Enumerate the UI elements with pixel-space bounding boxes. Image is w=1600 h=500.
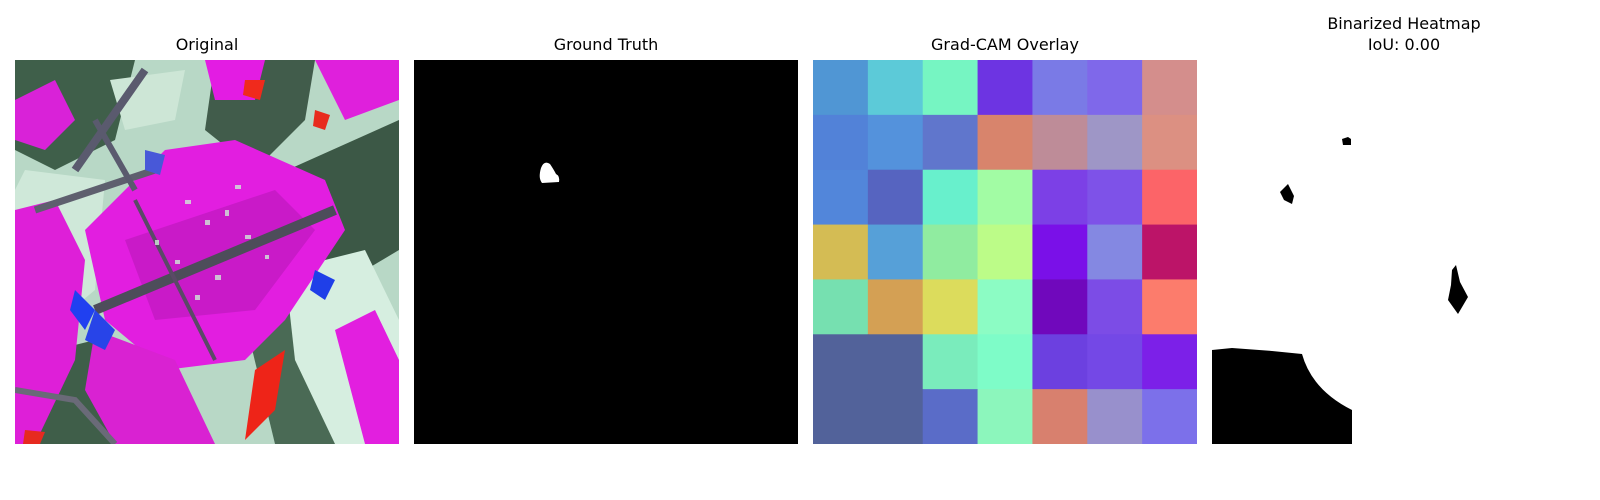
gradcam-cell (1087, 114, 1143, 171)
binarized-heatmap-image (1212, 60, 1596, 444)
binarized-heatmap (1212, 60, 1596, 444)
gradcam-cell (1087, 279, 1143, 335)
gradcam-cell (1087, 334, 1143, 390)
gradcam-cell (1142, 114, 1197, 171)
gradcam-cell (813, 60, 869, 116)
gradcam-cell (813, 279, 869, 335)
gradcam-cell (922, 224, 979, 280)
binarized-blob-right (1448, 265, 1468, 314)
gradcam-cell (977, 169, 1033, 226)
gradcam-cell (1142, 169, 1197, 226)
panel-binarized: Binarized Heatmap IoU: 0.00 (1212, 0, 1596, 500)
gradcam-cell (867, 114, 924, 171)
gradcam-cell (1142, 60, 1197, 116)
binarized-blob-corner (1212, 348, 1352, 444)
gradcam-cell (977, 279, 1033, 335)
gradcam-cell (867, 334, 924, 390)
gradcam-cell (867, 224, 924, 280)
gradcam-cell (1032, 389, 1088, 444)
mask-blob (539, 162, 560, 183)
gradcam-cell (1032, 334, 1088, 390)
gradcam-cell (813, 169, 869, 226)
gradcam-cell (1087, 60, 1143, 116)
panel-original: Original (15, 0, 399, 500)
gradcam-cell (922, 60, 979, 116)
panel-subtitle-iou: IoU: 0.00 (1367, 35, 1441, 54)
gradcam-cell (867, 60, 924, 116)
gradcam-overlay (813, 60, 1197, 444)
gradcam-cell (922, 389, 979, 444)
ground-truth-mask-image (414, 60, 798, 444)
gradcam-cell (1142, 334, 1197, 390)
gradcam-cell (922, 334, 979, 390)
binarized-blob-small (1342, 137, 1351, 145)
gradcam-cell (977, 114, 1033, 171)
gradcam-heatmap-grid (813, 60, 1197, 444)
gradcam-cell (977, 334, 1033, 390)
gradcam-cell (922, 114, 979, 171)
gradcam-cell (1032, 279, 1088, 335)
gradcam-cell (1142, 224, 1197, 280)
gradcam-cell (1032, 114, 1088, 171)
gradcam-cell (1032, 224, 1088, 280)
gradcam-cell (922, 279, 979, 335)
gradcam-cell (813, 114, 869, 171)
gradcam-cell (813, 334, 869, 390)
gradcam-cell (813, 389, 869, 444)
gradcam-cell (867, 389, 924, 444)
gradcam-cell (922, 169, 979, 226)
gradcam-cell (1142, 279, 1197, 335)
binarized-blob-left (1280, 184, 1294, 204)
panel-title-binarized: Binarized Heatmap (1327, 14, 1481, 33)
gradcam-cell (1032, 60, 1088, 116)
gradcam-cell (867, 279, 924, 335)
panel-title-ground-truth: Ground Truth (553, 35, 659, 54)
gradcam-cell (1087, 389, 1143, 444)
gradcam-cell (977, 224, 1033, 280)
panel-title-original: Original (175, 35, 239, 54)
panel-gradcam: Grad-CAM Overlay (813, 0, 1197, 500)
gradcam-cell (977, 60, 1033, 116)
gradcam-cell (1087, 169, 1143, 226)
gradcam-cell (813, 224, 869, 280)
ground-truth-mask (414, 60, 798, 444)
gradcam-cell (977, 389, 1033, 444)
panel-title-gradcam: Grad-CAM Overlay (931, 35, 1079, 54)
original-leaf-image (15, 60, 399, 444)
gradcam-cell (1142, 389, 1197, 444)
gradcam-cell (1032, 169, 1088, 226)
original-image (15, 60, 399, 444)
gradcam-cell (1087, 224, 1143, 280)
panel-ground-truth: Ground Truth (414, 0, 798, 500)
gradcam-cell (867, 169, 924, 226)
